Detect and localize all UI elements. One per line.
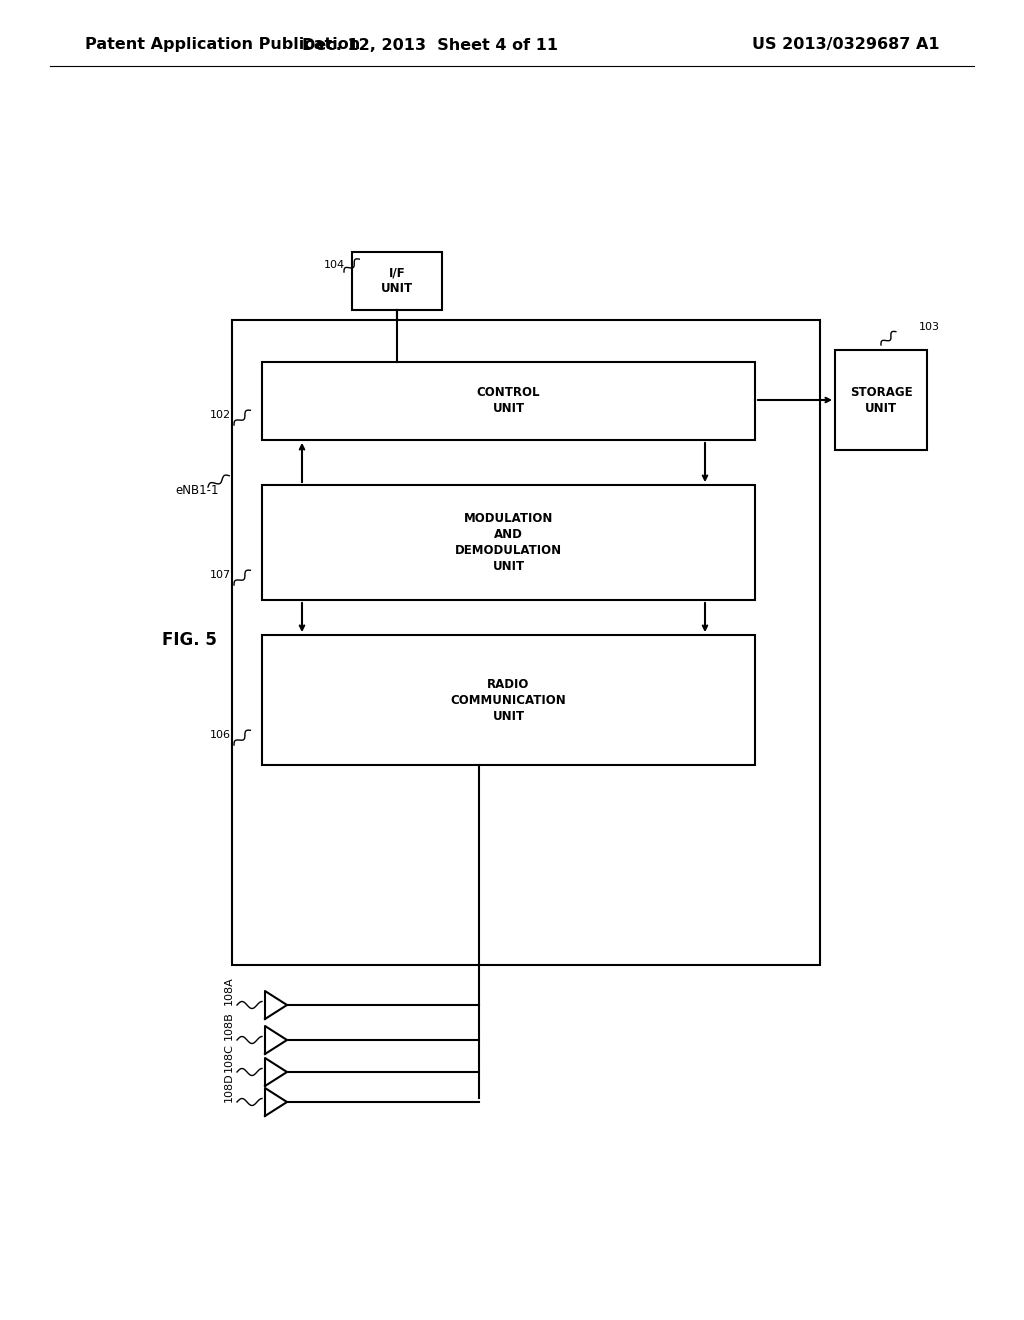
Text: I/F
UNIT: I/F UNIT bbox=[381, 267, 413, 296]
Text: Patent Application Publication: Patent Application Publication bbox=[85, 37, 360, 53]
Bar bbox=[835, 350, 927, 450]
Text: 106: 106 bbox=[210, 730, 231, 741]
Text: 102: 102 bbox=[210, 411, 231, 420]
Text: 103: 103 bbox=[919, 322, 940, 333]
Text: 107: 107 bbox=[210, 570, 231, 579]
Bar bbox=[262, 635, 755, 766]
Text: 108C: 108C bbox=[224, 1043, 234, 1072]
Text: 108A: 108A bbox=[224, 977, 234, 1005]
Text: 108D: 108D bbox=[224, 1072, 234, 1102]
Text: 108B: 108B bbox=[224, 1011, 234, 1040]
Bar bbox=[262, 484, 755, 601]
Text: RADIO
COMMUNICATION
UNIT: RADIO COMMUNICATION UNIT bbox=[451, 677, 566, 722]
Bar bbox=[352, 252, 442, 310]
Text: eNB1-1: eNB1-1 bbox=[175, 483, 218, 496]
Text: Dec. 12, 2013  Sheet 4 of 11: Dec. 12, 2013 Sheet 4 of 11 bbox=[302, 37, 558, 53]
Text: US 2013/0329687 A1: US 2013/0329687 A1 bbox=[753, 37, 940, 53]
Text: STORAGE
UNIT: STORAGE UNIT bbox=[850, 385, 912, 414]
Bar bbox=[232, 319, 820, 965]
Text: CONTROL
UNIT: CONTROL UNIT bbox=[477, 387, 541, 416]
Text: MODULATION
AND
DEMODULATION
UNIT: MODULATION AND DEMODULATION UNIT bbox=[455, 512, 562, 573]
Text: FIG. 5: FIG. 5 bbox=[162, 631, 217, 649]
Bar bbox=[262, 362, 755, 440]
Text: 104: 104 bbox=[324, 260, 345, 271]
